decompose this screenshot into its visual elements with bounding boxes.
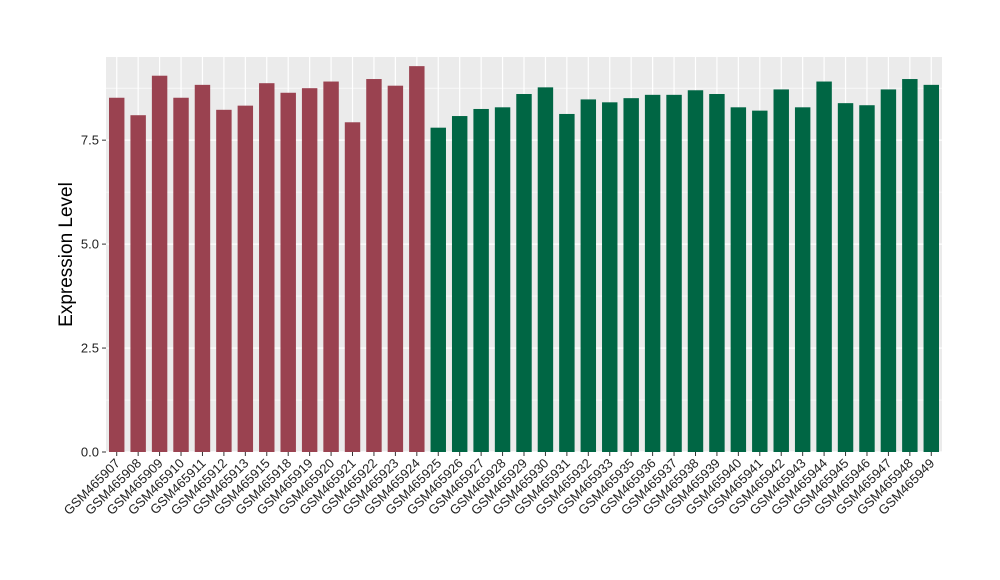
bar (687, 90, 704, 453)
bar (602, 102, 618, 453)
bar (237, 105, 254, 452)
bar (366, 79, 382, 453)
bar (644, 94, 661, 452)
bar (880, 89, 897, 452)
bar (280, 92, 296, 452)
bar (430, 127, 446, 453)
bar (816, 81, 832, 452)
bar (451, 116, 468, 452)
y-tick-label: 0.0 (81, 445, 99, 460)
bar (323, 81, 339, 452)
bar (409, 66, 425, 452)
y-tick-label: 2.5 (81, 341, 99, 356)
bar (794, 107, 811, 453)
bar (730, 107, 747, 453)
x-axis: GSM465907GSM465908GSM465909GSM465910GSM4… (61, 452, 937, 518)
bar (194, 84, 211, 452)
bar (387, 85, 404, 452)
bar (709, 94, 725, 453)
bar (216, 109, 232, 452)
bar (623, 98, 639, 453)
bar (559, 113, 575, 452)
bar (109, 97, 125, 452)
bar (173, 97, 189, 452)
bars (109, 66, 939, 453)
y-axis-title: Expression Level (56, 182, 77, 327)
bar (473, 108, 489, 452)
bar (494, 107, 511, 453)
bar (902, 79, 918, 453)
bar (752, 110, 768, 452)
bar (580, 99, 597, 453)
y-axis: 0.0 2.5 5.0 7.5 (81, 133, 106, 460)
bar (859, 105, 875, 453)
bar (301, 88, 318, 453)
bar (837, 103, 854, 452)
bar (537, 87, 554, 452)
bar (516, 94, 532, 453)
bar (344, 122, 361, 453)
bar (130, 115, 146, 453)
bar (923, 84, 939, 452)
bar (666, 94, 682, 452)
bar (773, 89, 789, 452)
bar (259, 83, 275, 453)
y-tick-label: 7.5 (81, 133, 99, 148)
bar (151, 75, 168, 453)
y-tick-label: 5.0 (81, 237, 99, 252)
